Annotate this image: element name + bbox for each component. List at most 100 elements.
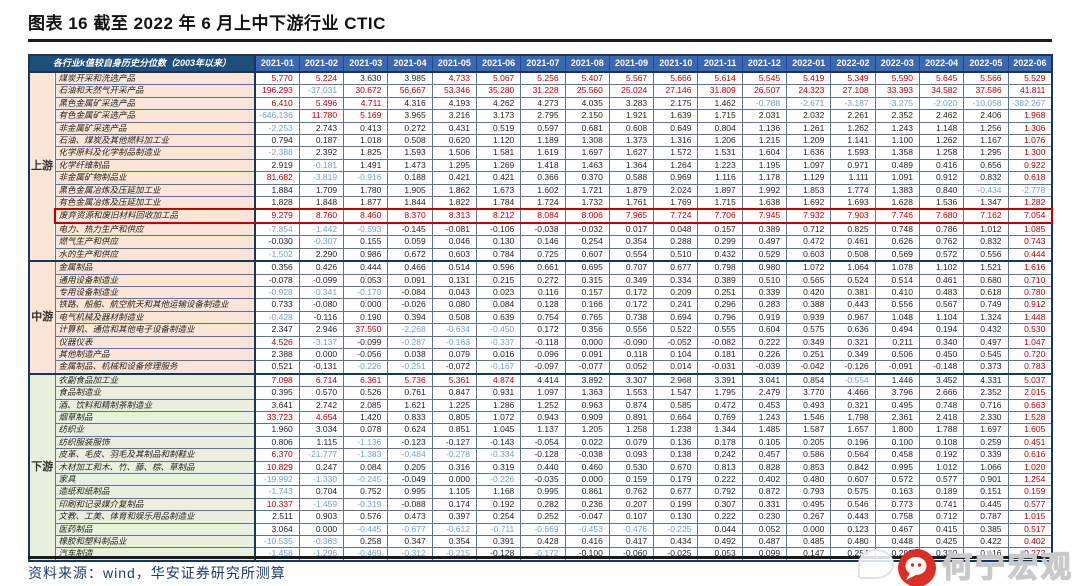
industry-label: 煤炭开采和洗选产品	[54, 71, 256, 86]
value-cell: 1.262	[918, 134, 965, 148]
value-cell: 0.017	[608, 222, 655, 237]
value-cell: 0.349	[608, 273, 655, 287]
month-header: 2021-12	[741, 54, 788, 73]
value-cell: 0.636	[830, 323, 876, 337]
industry-label: 计算机、通信和其他电子设备制造业	[54, 323, 256, 337]
value-cell: 0.052	[741, 522, 788, 537]
value-cell: -21.777	[298, 448, 345, 462]
value-cell: 0.853	[786, 460, 832, 475]
value-cell: 1.215	[741, 134, 788, 148]
value-cell: 0.995	[387, 485, 433, 499]
value-cell: 1.581	[475, 146, 522, 160]
value-cell: 0.420	[786, 285, 832, 300]
value-cell: 0.366	[520, 171, 566, 185]
value-cell: 6.370	[254, 448, 300, 462]
value-cell: 1.462	[697, 96, 743, 111]
value-cell: 5.037	[1007, 372, 1053, 388]
value-cell: 0.620	[431, 134, 477, 148]
value-cell: 0.157	[697, 222, 743, 237]
value-cell: 0.000	[298, 347, 345, 362]
value-cell: 5.419	[786, 71, 832, 86]
value-cell: 1.306	[1007, 121, 1053, 136]
value-cell: 0.410	[874, 285, 920, 300]
table-row: 非金属矿物制品业 81.682 -3.819 -0.916 0.188 0.421 0.42…	[29, 171, 1053, 185]
value-cell: 3.283	[608, 96, 655, 111]
value-cell: 0.472	[697, 398, 743, 412]
value-cell: 8.006	[564, 208, 610, 224]
value-cell: 0.891	[608, 410, 655, 425]
value-cell: -646.136	[254, 109, 300, 123]
value-cell: 1.316	[653, 134, 699, 148]
value-cell: 7.706	[697, 208, 743, 224]
value-cell: 1.897	[697, 183, 743, 198]
value-cell: 0.296	[697, 298, 743, 312]
value-cell: 196.293	[254, 84, 300, 98]
value-cell: 0.901	[963, 472, 1009, 487]
value-cell: 0.664	[653, 410, 699, 425]
ctic-table: 各行业k值较自身历史分位数（2003年以来） 2021-01 2021-02 202…	[28, 54, 1054, 562]
value-cell: 0.451	[1007, 435, 1053, 450]
value-cell: 5.349	[830, 71, 876, 86]
value-cell: 0.258	[343, 535, 389, 549]
value-cell: 2.031	[741, 109, 788, 123]
value-cell: 0.205	[387, 460, 433, 475]
value-cell: 0.394	[387, 310, 433, 325]
value-cell: -3.819	[298, 171, 345, 185]
value-cell: 0.564	[830, 448, 876, 462]
value-cell: 0.023	[475, 285, 522, 300]
industry-label: 纺织业	[54, 423, 256, 437]
value-cell: 0.832	[963, 235, 1009, 249]
value-cell: 4.035	[564, 96, 610, 111]
value-cell: -0.047	[564, 510, 610, 524]
table-row: 有色金属矿采选产品 -646.136 11.780 5.169 3.965 3.216 3.…	[29, 109, 1053, 123]
value-cell: 2.085	[343, 398, 389, 412]
value-cell: 1.822	[431, 196, 477, 210]
value-cell: 2.290	[298, 247, 345, 262]
value-cell: 0.556	[874, 298, 920, 312]
industry-label: 石油、煤炭及其他燃料加工业	[54, 134, 256, 148]
watermark: 何宁宏观	[858, 542, 1074, 586]
table-row: 皮革、毛皮、羽毛及其制品和制鞋业 6.370 -21.777 -1.383 -0.484…	[29, 448, 1053, 462]
value-cell: 7.945	[741, 208, 788, 224]
value-cell: 0.272	[387, 121, 433, 136]
value-cell: 7.903	[830, 208, 876, 224]
value-cell: 0.773	[874, 497, 920, 512]
value-cell: 0.209	[653, 285, 699, 300]
value-cell: 7.680	[918, 208, 965, 224]
value-cell: -0.554	[830, 372, 876, 388]
value-cell: 0.466	[387, 260, 433, 275]
value-cell: 1.066	[963, 460, 1009, 475]
value-cell: 1.553	[608, 386, 655, 400]
value-cell: -0.450	[475, 323, 522, 337]
value-cell: 0.497	[741, 235, 788, 249]
value-cell: 1.363	[564, 386, 610, 400]
value-cell: 0.434	[653, 535, 699, 549]
value-cell: 53.346	[431, 84, 477, 98]
value-cell: 0.417	[608, 535, 655, 549]
value-cell: 0.093	[608, 448, 655, 462]
value-cell: 0.495	[874, 398, 920, 412]
month-header: 2021-09	[608, 54, 655, 73]
value-cell: 2.795	[520, 109, 566, 123]
table-row: 非金属矿采选产品 -2.253 2.743 0.413 0.272 0.431 0.519 0…	[29, 121, 1053, 136]
value-cell: 0.426	[298, 260, 345, 275]
value-cell: 0.872	[741, 485, 788, 499]
value-cell: 0.397	[431, 510, 477, 524]
value-cell: 0.663	[1007, 398, 1053, 412]
table-row: 下游 农副食品加工业 7.098 6.714 6.361 5.736 5.361 4.874 4…	[28, 372, 1053, 562]
table-row: 化学纤维制品 2.919 -0.181 1.491 1.473 1.295 1.269 1.4…	[29, 158, 1053, 173]
industry-label: 燃气生产和供应	[54, 235, 256, 249]
value-cell: 1.308	[564, 134, 610, 148]
value-cell: 0.813	[697, 460, 743, 475]
month-header: 2022-04	[918, 54, 965, 73]
value-cell: 1.091	[874, 171, 920, 185]
value-cell: 0.421	[475, 171, 522, 185]
value-cell: 0.672	[387, 247, 433, 262]
value-cell: -0.245	[343, 472, 389, 487]
value-cell: 0.639	[475, 310, 522, 325]
value-cell: 1.015	[1007, 510, 1053, 524]
value-cell: 1.324	[963, 310, 1009, 325]
value-cell: 0.656	[963, 158, 1009, 173]
industry-label: 仪器仪表	[54, 335, 256, 349]
value-cell: 0.796	[697, 310, 743, 325]
